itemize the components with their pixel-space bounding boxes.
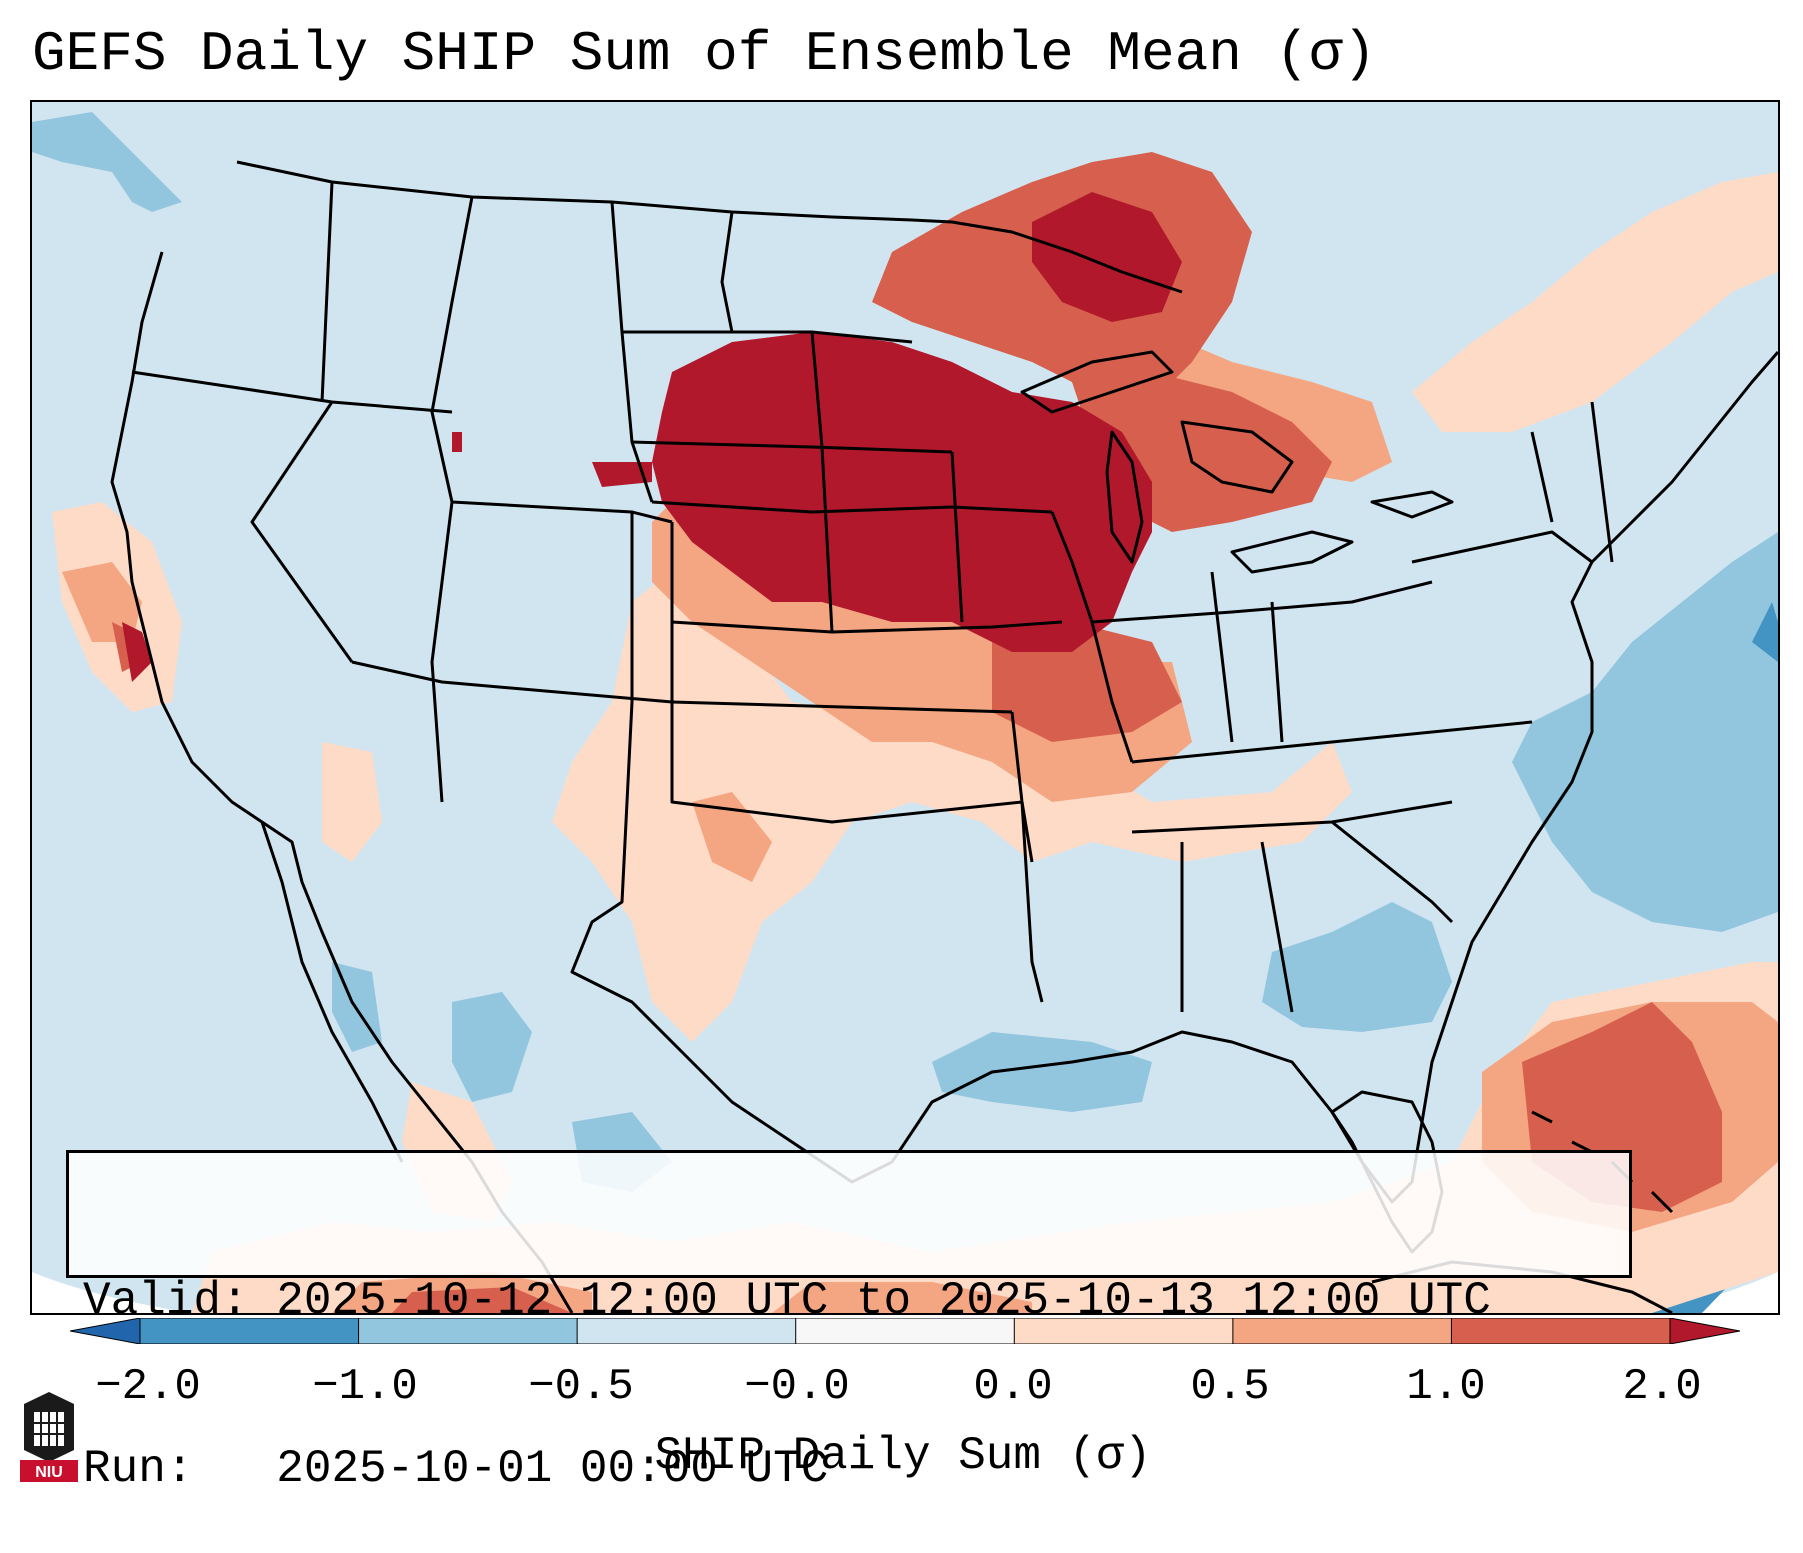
- state-line: [631, 440, 953, 454]
- field-patch-pos-extreme: [592, 462, 652, 487]
- lake-erie: [1230, 530, 1354, 574]
- state-line: [351, 660, 673, 704]
- valid-time-box: Valid: 2025-10-12 12:00 UTC to 2025-10-1…: [66, 1150, 1632, 1495]
- state-line: [1131, 720, 1533, 764]
- canada-us-border: [236, 160, 1183, 294]
- colorbar-extend-high: [1669, 1318, 1740, 1344]
- state-line: [950, 451, 964, 623]
- colorbar-tick-label: −0.5: [528, 1362, 634, 1412]
- state-line: [610, 201, 654, 503]
- field-patch-gulf-neg: [932, 1032, 1152, 1112]
- colorbar-tick-label: 0.0: [973, 1362, 1053, 1412]
- logo-grid-icon: [34, 1412, 64, 1446]
- colorbar-tick-label: 0.5: [1190, 1362, 1270, 1412]
- colorbar-bin: [1013, 1318, 1234, 1344]
- lake-michigan: [1105, 430, 1144, 564]
- state-line: [810, 331, 834, 633]
- state-line: [1270, 601, 1284, 743]
- field-patch-pos-light: [322, 742, 382, 862]
- colorbar-tick-label: 2.0: [1622, 1362, 1702, 1412]
- chart-title: GEFS Daily SHIP Sum of Ensemble Mean (σ): [32, 22, 1377, 86]
- field-patch-pos-light: [1412, 172, 1778, 432]
- colorbar: [70, 1318, 1740, 1344]
- colorbar-tick-label: 1.0: [1406, 1362, 1486, 1412]
- field-patch-pos-medium: [772, 1282, 1032, 1313]
- projection-corner: [32, 1272, 192, 1313]
- map-canvas: [32, 102, 1778, 1313]
- east-gulf-coastline: [890, 351, 1778, 1204]
- state-line: [430, 196, 474, 503]
- baja-coast: [260, 821, 404, 1163]
- field-patch-pos-extreme: [122, 622, 152, 682]
- field-patch-pos-light: [552, 562, 1352, 1042]
- field-patch-neg: [32, 112, 182, 212]
- state-line: [320, 181, 334, 403]
- colorbar-tick-label: −1.0: [312, 1362, 418, 1412]
- colorbar-bins: [70, 1318, 1740, 1344]
- field-patch-neg: [452, 992, 532, 1102]
- bahamas: [1531, 1110, 1674, 1214]
- colorbar-bin: [139, 1318, 360, 1344]
- map-panel: [30, 100, 1780, 1315]
- field-patch-ontario-extreme: [1032, 192, 1182, 322]
- state-line: [1210, 571, 1234, 743]
- colorbar-label: SHIP Daily Sum (σ): [654, 1430, 1152, 1482]
- state-line: [651, 500, 1053, 514]
- state-line: [1530, 431, 1554, 523]
- run-time-line: Run: 2025-10-01 00:00 UTC: [83, 1443, 829, 1495]
- state-line: [1331, 820, 1454, 924]
- state-line: [1590, 401, 1614, 563]
- field-patch-pos-strong: [392, 1287, 572, 1313]
- state-line: [250, 401, 354, 663]
- logo-badge: [20, 1460, 78, 1482]
- state-line: [671, 700, 1013, 714]
- projection-corner: [1652, 1272, 1778, 1313]
- field-patch-upper-midwest-extreme: [652, 332, 1152, 652]
- field-patch-pos-medium: [692, 792, 772, 882]
- colorbar-extend-low: [70, 1318, 141, 1344]
- niu-logo: NIU: [20, 1392, 78, 1482]
- colorbar-bin: [576, 1318, 797, 1344]
- field-patch-southeast-neg: [1262, 902, 1452, 1032]
- state-line: [430, 501, 454, 803]
- colorbar-tick-label: −2.0: [95, 1362, 201, 1412]
- state-line: [1020, 801, 1044, 1003]
- field-patch-atlantic-neg: [1512, 532, 1778, 932]
- lake-huron: [1180, 420, 1294, 494]
- field-patch-neg-strong: [1752, 602, 1778, 662]
- state-line: [720, 211, 734, 333]
- state-line: [1260, 841, 1294, 1013]
- state-line: [671, 620, 1063, 634]
- state-line: [670, 702, 1023, 824]
- colorbar-tick-label: −0.0: [744, 1362, 850, 1412]
- colorbar-bin: [1450, 1318, 1672, 1344]
- colorbar-bin: [358, 1318, 579, 1344]
- field-patch-pos-extreme: [452, 432, 462, 452]
- pacific-coastline: [110, 251, 574, 1313]
- lake-superior: [1020, 350, 1174, 414]
- state-line: [1411, 530, 1593, 564]
- state-line: [1091, 580, 1433, 624]
- colorbar-bin: [1232, 1318, 1453, 1344]
- colorbar-bin: [795, 1318, 1016, 1344]
- lake-ontario: [1370, 490, 1454, 519]
- logo-text: NIU: [35, 1464, 63, 1481]
